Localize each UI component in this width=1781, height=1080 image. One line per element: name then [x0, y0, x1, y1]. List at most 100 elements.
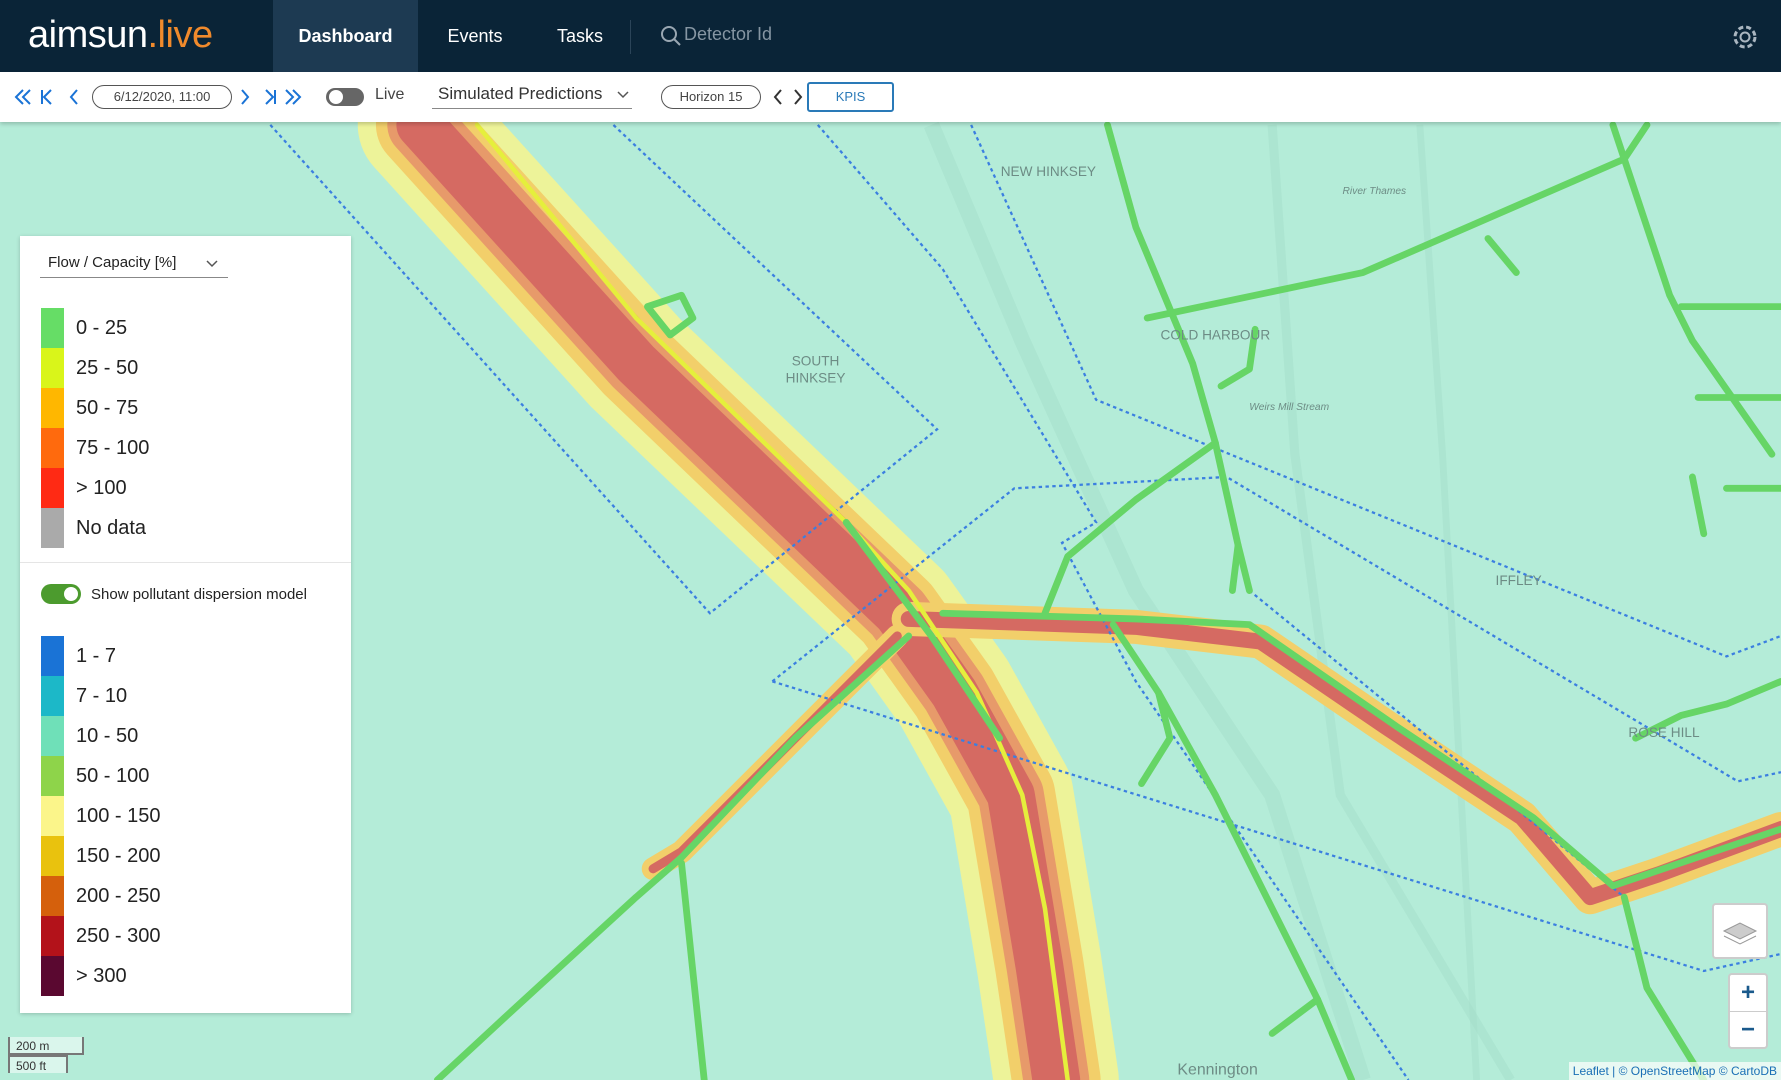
map-shape [816, 124, 1410, 1080]
legend-panel: Flow / Capacity [%] 0 - 25 25 - 50 50 - 75… [20, 236, 351, 1013]
legend-label: 100 - 150 [76, 804, 161, 827]
legend-row: 75 - 100 [20, 428, 149, 468]
mode-select[interactable]: Simulated Predictions [432, 84, 633, 109]
legend-row: > 100 [20, 468, 149, 508]
legend-swatch [41, 716, 64, 756]
map-shape [644, 291, 697, 339]
zoom-in[interactable]: + [1730, 975, 1766, 1012]
pollutant-legend: 1 - 7 7 - 10 10 - 50 50 - 100 100 - 150 150 -… [20, 636, 161, 996]
map-shape [773, 89, 803, 105]
map-shape [269, 124, 939, 615]
legend-label: 1 - 7 [76, 644, 117, 667]
legend-label: 75 - 100 [76, 436, 150, 459]
legend-label: 250 - 300 [76, 924, 161, 947]
place-labels: NEW HINKSEY SOUTH HINKSEY COLD HARBOUR I… [786, 164, 1700, 1078]
map-shape [474, 122, 1070, 1080]
map-shape [900, 610, 1781, 906]
place-label: COLD HARBOUR [1161, 328, 1271, 343]
legend-label: 0 - 25 [76, 316, 128, 339]
map-shape [206, 260, 218, 268]
kpis-button[interactable]: KPIS [807, 82, 894, 112]
search-input[interactable]: Detector Id [684, 24, 773, 44]
map-shape [1722, 922, 1758, 940]
map-shape [241, 89, 302, 105]
legend-row: 1 - 7 [20, 636, 161, 676]
map-shape [661, 26, 677, 42]
pollutant-toggle[interactable] [40, 582, 82, 606]
logo-name: aimsun [28, 14, 148, 56]
legend-row: 50 - 100 [20, 756, 161, 796]
legend-swatch [41, 636, 64, 676]
map-shape [939, 609, 1781, 890]
map-shape [1041, 439, 1219, 617]
water-label: River Thames [1343, 186, 1407, 197]
place-label: IFFLEY [1496, 573, 1542, 588]
legend-label: 50 - 75 [76, 396, 139, 419]
horizon-nav[interactable] [772, 86, 806, 108]
live-toggle[interactable] [325, 86, 367, 108]
map-shape [396, 101, 1081, 1080]
attribution: Leaflet | © OpenStreetMap © CartoDB [1568, 1062, 1781, 1080]
map-shape [69, 89, 78, 105]
legend-label: > 100 [76, 476, 127, 499]
layers-icon [1722, 922, 1758, 945]
logo-suffix: .live [147, 14, 214, 56]
nav-tab[interactable]: Tasks [556, 26, 603, 46]
map-shape [842, 518, 1003, 742]
map-shape [1620, 893, 1708, 1080]
nav-tab[interactable]: Events [447, 26, 503, 46]
map-shape [64, 587, 78, 601]
search-icon [661, 26, 681, 46]
layers-button[interactable] [1712, 903, 1768, 959]
scale-metric: 200 m [8, 1037, 84, 1055]
map-shape [241, 89, 250, 105]
legend-row: 250 - 300 [20, 916, 161, 956]
legend-row: 25 - 50 [20, 348, 149, 388]
map-shape [1632, 677, 1781, 742]
legend-swatch [41, 388, 64, 428]
legend-row: 7 - 10 [20, 676, 161, 716]
metric-label: Flow / Capacity [%] [48, 254, 177, 271]
zoom-out[interactable]: − [1740, 1016, 1755, 1043]
divider [630, 20, 631, 54]
legend-swatch [41, 956, 64, 996]
logo[interactable]: aimsun.live [28, 14, 213, 57]
legend-swatch [41, 796, 64, 836]
map-shape [1217, 325, 1259, 390]
legend-row: 150 - 200 [20, 836, 161, 876]
legend-label: 7 - 10 [76, 684, 128, 707]
legend-swatch [41, 348, 64, 388]
datetime-picker[interactable]: 6/12/2020, 11:00 [92, 85, 232, 109]
nav-tab[interactable]: Dashboard [273, 0, 418, 72]
legend-label: 10 - 50 [76, 724, 139, 747]
metric-select[interactable]: Flow / Capacity [%] [40, 254, 228, 278]
horizon-picker[interactable]: Horizon 15 [661, 85, 761, 109]
zoom-control: + − [1728, 973, 1768, 1049]
legend-swatch [41, 508, 64, 548]
map-shape [433, 632, 913, 1080]
place-label: HINKSEY [786, 371, 846, 386]
place-label: Kennington [1177, 1061, 1257, 1078]
dropdown-caret [206, 260, 218, 268]
map-shape [14, 89, 78, 105]
map-shape [673, 38, 681, 46]
toolbar: 6/12/2020, 11:00 Live Simulated Predicti… [0, 72, 1781, 122]
legend-label: 50 - 100 [76, 764, 150, 787]
settings-button[interactable] [1730, 22, 1760, 52]
map-shape [970, 124, 1781, 658]
map-shape [1228, 541, 1242, 594]
time-nav-forward[interactable] [240, 86, 310, 108]
map-shape [1268, 995, 1321, 1037]
time-nav-back[interactable] [14, 86, 94, 108]
map-shape [772, 680, 1781, 973]
legend-swatch [41, 836, 64, 876]
legend-swatch [41, 468, 64, 508]
legend-label: No data [76, 516, 147, 539]
map-shape [678, 859, 708, 1080]
map-shape [41, 89, 52, 105]
map-shape [14, 89, 31, 105]
legend-swatch [41, 308, 64, 348]
place-label: NEW HINKSEY [1001, 164, 1096, 179]
legend-swatch [41, 756, 64, 796]
